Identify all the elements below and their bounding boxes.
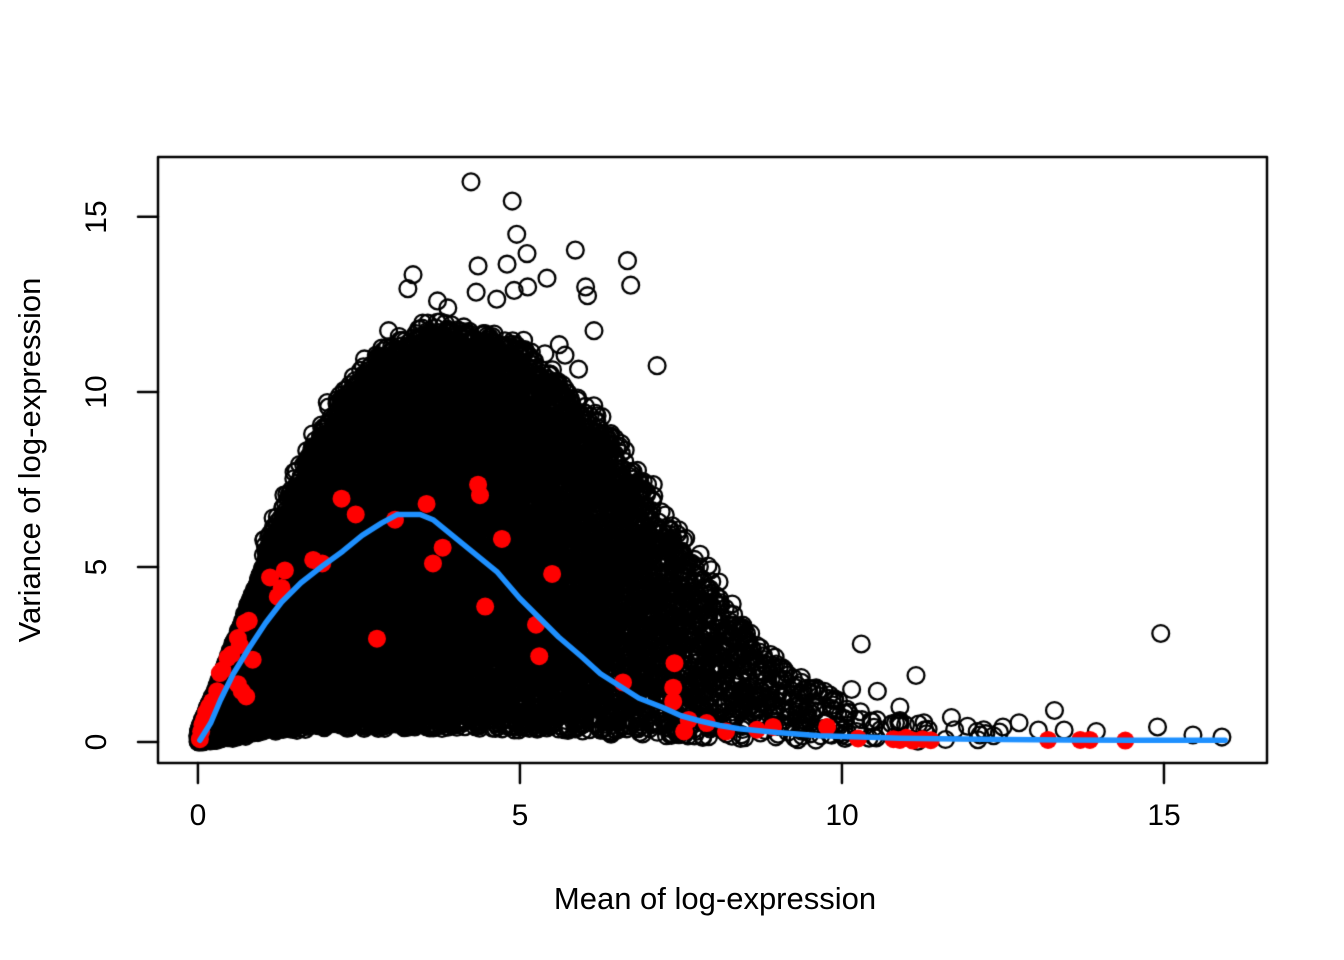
- x-tick-label-10: 10: [825, 799, 859, 832]
- y-tick-label-5: 5: [80, 558, 113, 576]
- x-tick-label-0: 0: [189, 799, 207, 832]
- y-tick-label-15: 15: [80, 200, 113, 234]
- y-axis-title: Variance of log-expression: [12, 277, 47, 643]
- x-tick-label-15: 15: [1147, 799, 1181, 832]
- y-tick-label-10: 10: [80, 375, 113, 409]
- x-tick-label-5: 5: [511, 799, 529, 832]
- x-axis-title: Mean of log-expression: [553, 881, 877, 916]
- y-tick-label-0: 0: [80, 733, 113, 751]
